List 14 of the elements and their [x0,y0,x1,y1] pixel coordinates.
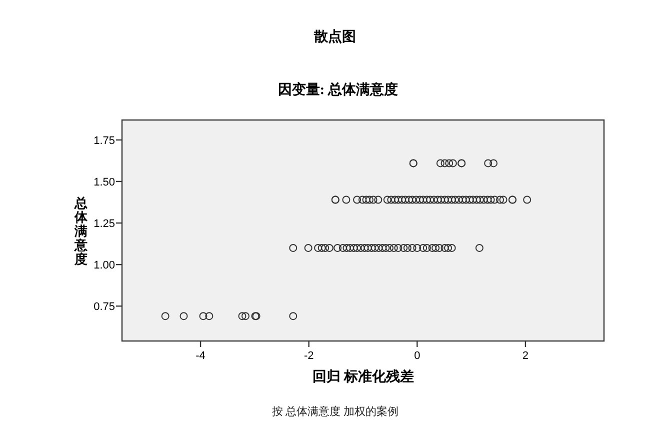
x-tick-label: -4 [196,350,206,362]
x-tick-label: 0 [414,350,420,362]
x-tick-label: 2 [522,350,529,362]
y-tick-label: 0.75 [94,301,115,314]
y-tick-label: 1.75 [94,134,115,147]
text: 按 总体满意度 加权的案例 [272,405,398,418]
y-axis-title: 总体满意度 [74,196,88,266]
chart-subtitle: 因变量: 总体满意度 [278,81,398,98]
chart-title: 散点图 [313,29,356,45]
x-axis-title: 回归 标准化残差 [312,369,414,385]
y-tick-label: 1.00 [94,260,115,272]
y-tick-label: 1.50 [94,176,115,188]
x-tick-label: -2 [304,350,314,362]
y-tick-label: 1.25 [94,218,115,230]
